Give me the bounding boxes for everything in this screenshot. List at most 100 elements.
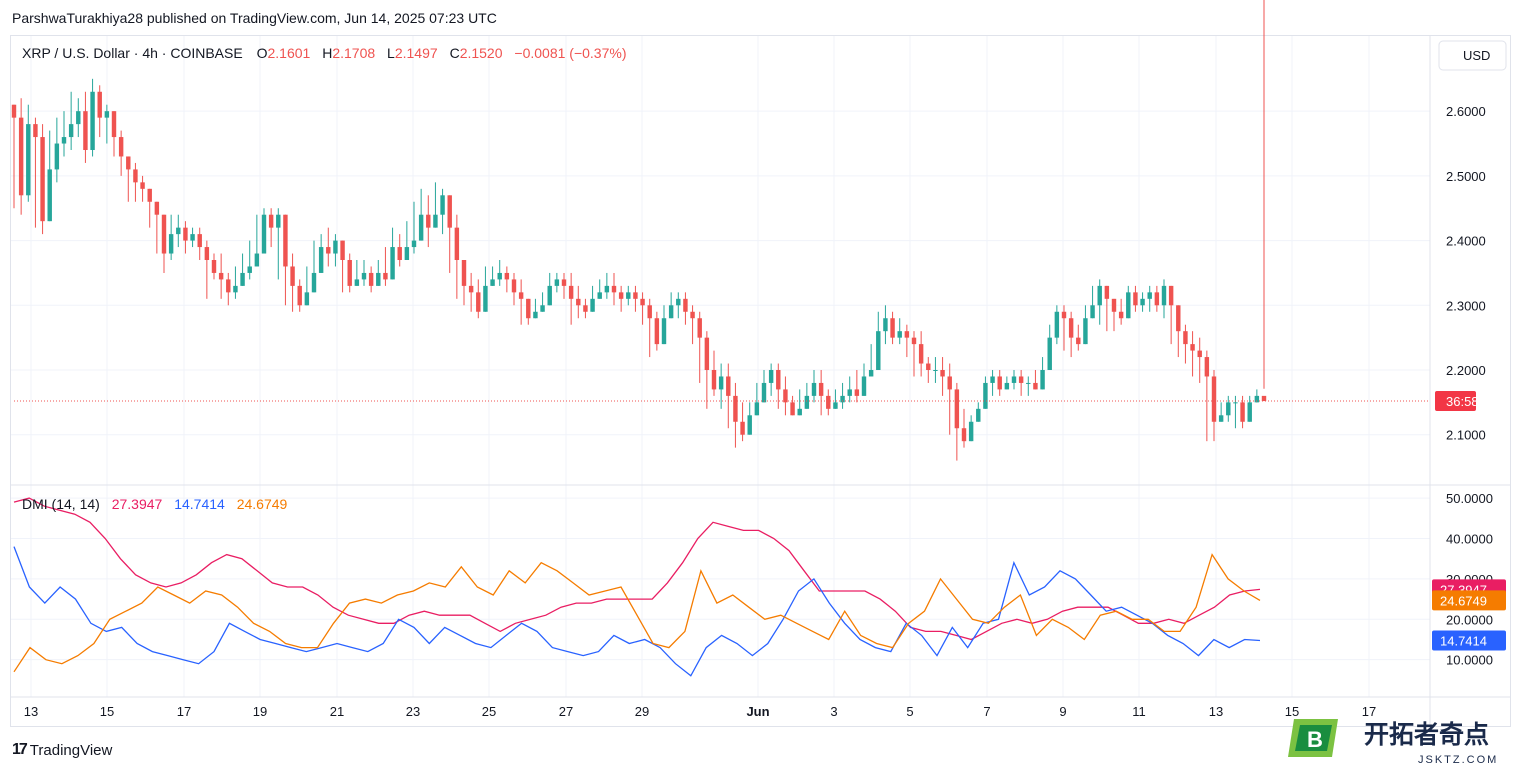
candle-body <box>790 402 795 416</box>
x-tick-label: 23 <box>406 704 420 719</box>
x-tick-label: 15 <box>100 704 114 719</box>
candle-body <box>876 331 881 370</box>
candle-body <box>283 214 288 267</box>
candle-body <box>847 389 852 396</box>
candle-body <box>276 214 281 228</box>
dmi-badge-value: 24.6749 <box>1440 593 1487 608</box>
candle-body <box>504 272 510 280</box>
candle-body <box>1240 402 1245 422</box>
candle-body <box>404 247 410 260</box>
candle-body <box>297 285 302 306</box>
candle-body <box>440 195 445 215</box>
candle-body <box>226 279 231 293</box>
candle-body <box>183 227 188 241</box>
candle-body <box>133 169 138 183</box>
x-tick-label: 21 <box>330 704 344 719</box>
candle-body <box>240 272 245 286</box>
candle-body <box>326 247 331 254</box>
x-tick-label: 3 <box>830 704 837 719</box>
candle-body <box>1176 305 1181 332</box>
candle-body <box>1133 292 1138 306</box>
candle-body <box>576 298 581 306</box>
candle-body <box>747 415 752 435</box>
candle-body <box>76 111 81 125</box>
close-value: 2.1520 <box>460 45 503 61</box>
candle-body <box>647 305 652 319</box>
candle-body <box>1068 318 1074 338</box>
open-value: 2.1601 <box>267 45 310 61</box>
candle-body <box>376 272 381 286</box>
price-tick-label: 2.6000 <box>1446 104 1486 119</box>
price-tick-label: 2.3000 <box>1446 298 1486 313</box>
candle-body <box>1090 305 1095 319</box>
dmi-series-line <box>13 553 1261 673</box>
candle-body <box>304 292 310 306</box>
candle-body <box>190 234 195 241</box>
chart-canvas[interactable]: 2.6000 2.5000 2.4000 2.3000 2.2000 2.1000 50.0… <box>0 0 1524 740</box>
candle-body <box>1126 292 1131 319</box>
candle-body <box>233 285 238 293</box>
candle-body <box>918 344 924 364</box>
tradingview-brand[interactable]: 17 TradingView <box>12 741 112 759</box>
watermark-logo-letter: B <box>1307 727 1323 752</box>
candle-body <box>447 195 452 228</box>
candle-body <box>311 272 317 293</box>
candle-body <box>1183 331 1188 345</box>
candle-body <box>26 124 31 196</box>
candle-body <box>783 389 788 403</box>
candle-body <box>840 395 845 403</box>
chart-frame <box>10 35 1511 727</box>
low-label: L <box>387 45 395 61</box>
candle-body <box>954 389 960 429</box>
candle-body <box>411 240 417 248</box>
candle-body <box>1076 337 1081 345</box>
candle-body <box>968 421 974 442</box>
candle-body <box>540 305 545 312</box>
candle-body <box>983 382 988 409</box>
currency-label: USD <box>1463 48 1490 63</box>
candle-body <box>590 298 595 312</box>
candle-body <box>483 285 488 312</box>
candle-body <box>40 137 45 222</box>
x-tick-label: 15 <box>1285 704 1299 719</box>
candle-body <box>261 214 267 254</box>
x-tick-label: 25 <box>482 704 496 719</box>
dmi-series-line <box>13 497 1261 641</box>
candle-body <box>247 266 252 273</box>
x-tick-label: 9 <box>1059 704 1066 719</box>
candle-body <box>797 408 802 416</box>
candle-body <box>33 124 38 138</box>
candle-body <box>154 201 160 215</box>
price-tick-label: 2.5000 <box>1446 169 1486 184</box>
candle-body <box>911 337 917 345</box>
candle-body <box>561 279 567 286</box>
change-value: −0.0081 (−0.37%) <box>514 45 626 61</box>
price-tick-label: 2.2000 <box>1446 363 1486 378</box>
x-tick-label: 27 <box>559 704 573 719</box>
candle-body <box>1004 382 1010 390</box>
candle-body <box>1040 370 1045 390</box>
candle-body <box>90 91 95 150</box>
candle-body <box>361 272 367 280</box>
candle-body <box>211 260 217 273</box>
candle-body <box>761 382 767 403</box>
candle-body <box>740 421 745 435</box>
candle-body <box>1140 298 1145 306</box>
x-tick-label: 13 <box>24 704 38 719</box>
dmi-tick-label: 50.0000 <box>1446 491 1493 506</box>
candle-body <box>218 272 224 280</box>
candle-body <box>811 382 817 396</box>
candle-body <box>526 298 531 319</box>
x-tick-label: 7 <box>983 704 990 719</box>
candle-body <box>118 137 124 157</box>
x-tick-label: 11 <box>1132 704 1146 719</box>
candle-body <box>640 298 645 306</box>
candle-body <box>547 285 552 306</box>
candle-body <box>433 214 438 228</box>
candle-body <box>704 337 710 370</box>
candle-body <box>418 214 424 241</box>
dmi-tick-label: 10.0000 <box>1446 653 1493 668</box>
candle-body <box>333 240 338 254</box>
currency-button[interactable]: USD <box>1438 40 1507 71</box>
candle-body <box>197 234 202 248</box>
